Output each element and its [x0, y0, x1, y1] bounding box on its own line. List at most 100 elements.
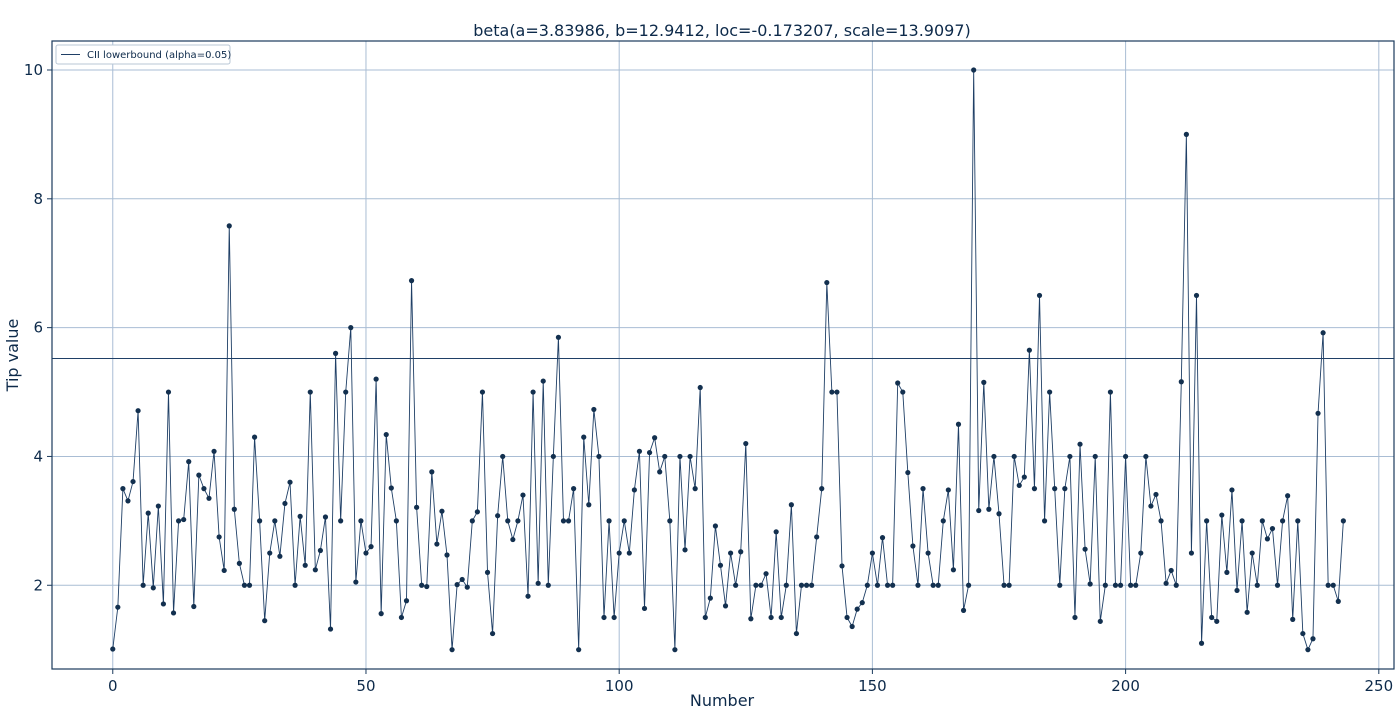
tip-value-point: [1117, 582, 1124, 588]
tip-value-point: [1209, 614, 1215, 621]
tip-value-point: [1133, 582, 1139, 588]
tip-value-point: [424, 583, 430, 590]
tip-value-point: [682, 547, 688, 553]
tip-value-point: [935, 582, 941, 588]
tip-value-point: [135, 408, 141, 414]
tip-value-point: [677, 453, 683, 460]
tip-value-point: [1320, 330, 1326, 336]
tip-value-point: [500, 453, 506, 460]
tip-value-point: [996, 511, 1002, 517]
tip-value-point: [687, 453, 693, 460]
tip-value-point: [540, 378, 546, 384]
tip-value-point: [282, 500, 288, 507]
tip-value-point: [1325, 582, 1331, 588]
tip-value-point: [814, 534, 820, 540]
tip-value-point: [479, 389, 486, 395]
legend-box: [55, 44, 231, 65]
tip-value-point: [378, 611, 384, 617]
tip-value-point: [115, 604, 121, 610]
tip-value-point: [1123, 453, 1129, 460]
axis-ticks: 0 50 100 150 200 250 2 4 6 8 10: [24, 61, 1393, 695]
tip-value-point: [646, 449, 653, 456]
x-tick-label: 150: [858, 677, 887, 695]
tip-value-point: [1244, 609, 1250, 615]
tip-value-point: [1041, 518, 1048, 524]
tip-value-point: [611, 614, 617, 621]
tip-value-point: [408, 278, 415, 284]
tip-value-point: [125, 498, 131, 504]
tip-value-point: [1224, 569, 1230, 575]
tip-value-point: [297, 513, 303, 519]
tip-value-point: [1254, 582, 1260, 588]
grid-lines: [52, 41, 1394, 669]
tip-value-point: [277, 553, 283, 559]
tip-value-point: [1128, 582, 1134, 588]
tip-value-point: [1305, 647, 1311, 653]
tip-value-point: [1279, 518, 1286, 524]
plot-series: [52, 67, 1394, 653]
tip-value-point: [1219, 512, 1225, 518]
tip-value-point: [915, 582, 921, 588]
tip-value-point: [1315, 410, 1321, 416]
y-tick-label: 8: [33, 190, 43, 208]
tip-value-point: [606, 518, 612, 524]
tip-value-point: [930, 582, 936, 588]
tip-value-point: [176, 518, 182, 524]
tip-value-point: [287, 479, 293, 485]
tip-value-point: [773, 529, 779, 535]
tip-value-point: [545, 582, 551, 588]
tip-value-point: [864, 582, 870, 588]
tip-value-point: [292, 582, 298, 588]
tip-value-point: [616, 550, 622, 556]
tip-value-point: [388, 485, 394, 491]
tip-value-point: [368, 544, 374, 550]
tip-value-point: [429, 469, 435, 475]
tip-value-point: [1153, 491, 1159, 498]
tip-value-point: [1072, 614, 1078, 621]
tip-value-point: [474, 509, 480, 515]
tip-value-point: [419, 582, 425, 588]
tip-value-point: [1249, 550, 1255, 556]
tip-value-point: [348, 325, 354, 331]
tip-value-point: [403, 598, 410, 604]
tip-value-point: [515, 518, 521, 524]
tip-value-point: [1285, 493, 1291, 499]
tip-value-point: [469, 518, 475, 524]
tip-value-point: [722, 603, 729, 609]
tip-value-point: [966, 582, 972, 588]
tip-value-point: [869, 550, 875, 556]
tip-value-point: [196, 472, 202, 478]
tip-value-point: [1097, 618, 1103, 624]
tip-value-point: [363, 550, 369, 556]
tip-value-point: [317, 547, 323, 554]
tip-value-point: [1183, 131, 1189, 137]
tip-value-point: [960, 607, 967, 613]
tip-value-point: [834, 389, 840, 395]
tip-value-point: [307, 389, 313, 395]
tip-value-point: [662, 453, 668, 460]
tip-value-point: [338, 518, 344, 524]
tip-value-point: [783, 582, 789, 588]
tip-value-point: [550, 453, 556, 460]
tip-value-point: [1011, 453, 1017, 460]
tip-value-point: [1163, 580, 1169, 586]
y-tick-label: 6: [33, 319, 43, 337]
tip-value-point: [976, 507, 982, 514]
tip-value-point: [1102, 582, 1108, 588]
tip-value-point: [702, 614, 708, 621]
tip-value-point: [1274, 582, 1281, 588]
tip-value-point: [1092, 453, 1098, 460]
tip-value-point: [1006, 582, 1012, 588]
tip-value-point: [555, 334, 562, 340]
tip-value-point: [586, 502, 592, 508]
tip-value-point: [748, 616, 754, 622]
tip-value-point: [1021, 474, 1027, 480]
tip-value-point: [312, 567, 318, 573]
tip-value-point: [920, 486, 926, 492]
tip-value-point: [251, 434, 258, 440]
tip-value-point: [1229, 487, 1235, 493]
tip-value-point: [890, 582, 896, 588]
tip-value-point: [758, 582, 764, 588]
tip-value-point: [738, 549, 744, 555]
